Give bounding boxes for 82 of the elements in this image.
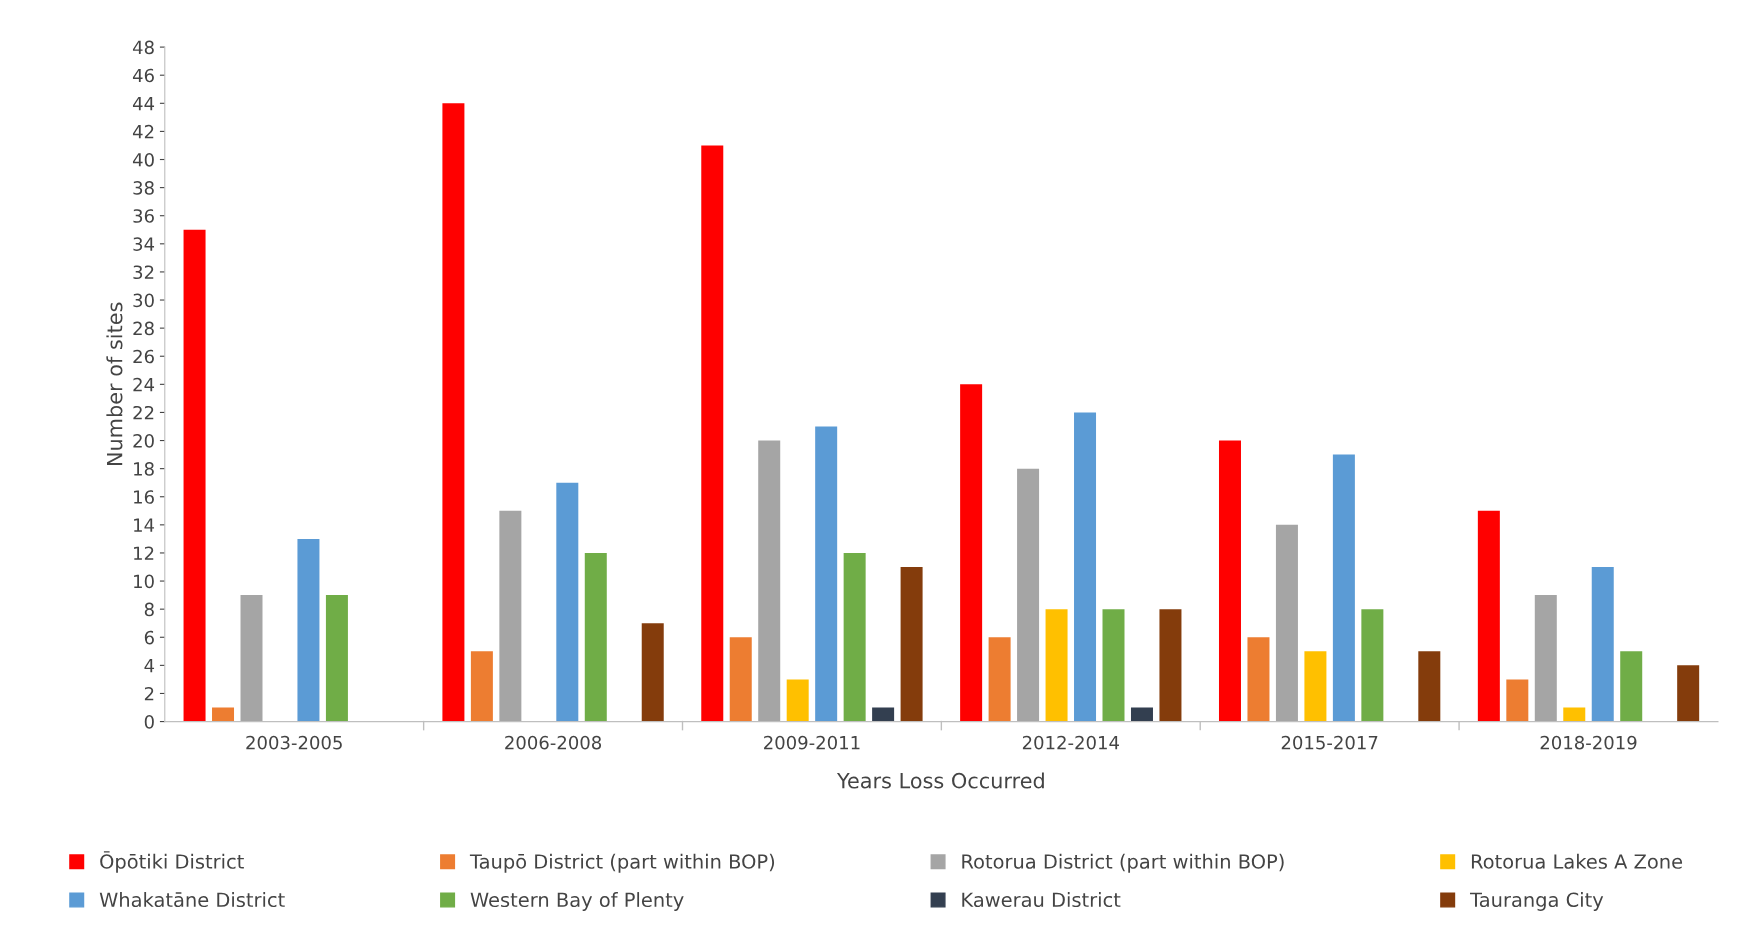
bar (1506, 679, 1529, 722)
bar (240, 595, 263, 722)
y-tick-label: 2 (144, 686, 154, 701)
bar (556, 482, 579, 722)
y-tick-label: 4 (144, 659, 155, 673)
bar (758, 440, 781, 722)
legend-label: Rotorua Lakes A Zone (1471, 853, 1683, 869)
y-tick-label: 38 (133, 181, 154, 195)
bar (1332, 454, 1355, 722)
bar (1677, 665, 1700, 722)
bar (729, 637, 752, 722)
y-tick-label: 28 (133, 321, 154, 336)
x-tick-label: 2012-2014 (1022, 735, 1119, 750)
bar (1017, 468, 1040, 722)
bar (786, 679, 809, 722)
x-tick-label: 2003-2005 (246, 735, 342, 750)
bar (584, 552, 607, 722)
y-tick-label: 0 (144, 715, 154, 729)
bar (1102, 609, 1125, 722)
legend-label: Ōpōtiki District (100, 851, 244, 873)
x-axis-title: Years Loss Occurred (836, 772, 1044, 789)
x-tick-label: 2009-2011 (764, 735, 860, 750)
bar (442, 103, 465, 722)
y-tick-label: 46 (132, 68, 154, 83)
bar (900, 567, 923, 722)
y-axis-title: Number of sites (106, 302, 123, 466)
y-tick-label: 32 (133, 265, 154, 280)
bar (1361, 609, 1384, 722)
bar (988, 637, 1011, 722)
y-tick-label: 6 (144, 630, 154, 645)
bar (297, 538, 320, 722)
y-tick-label: 12 (134, 546, 154, 560)
bar (470, 651, 493, 722)
y-tick-label: 40 (132, 152, 154, 167)
y-tick-label: 42 (132, 124, 154, 139)
bar (1130, 707, 1153, 722)
bar (183, 229, 206, 722)
bar (499, 510, 522, 722)
y-tick-label: 36 (133, 209, 154, 223)
bar (1591, 567, 1614, 722)
x-tick-label: 2015-2017 (1281, 735, 1378, 750)
bar (1620, 651, 1643, 722)
legend-label: Western Bay of Plenty (470, 892, 684, 911)
bar (701, 145, 724, 722)
bar (1074, 412, 1097, 722)
legend-label: Kawerau District (962, 892, 1121, 908)
y-tick-label: 18 (134, 462, 154, 476)
x-tick-label: 2018-2019 (1540, 735, 1637, 750)
y-tick-label: 8 (144, 602, 154, 617)
y-tick-label: 26 (133, 349, 154, 364)
x-tick-label: 2006-2008 (505, 735, 602, 750)
bar (1159, 609, 1182, 722)
bar (325, 595, 348, 722)
y-tick-label: 34 (133, 237, 155, 251)
bar (212, 707, 235, 722)
y-tick-label: 44 (132, 97, 155, 111)
legend-label: Whakatāne District (99, 892, 285, 908)
bar (641, 623, 664, 722)
bar (1045, 609, 1068, 722)
bar (1563, 707, 1586, 722)
bar (1304, 651, 1327, 722)
y-tick-label: 20 (133, 434, 154, 448)
legend-label: Taupō District (part within BOP) (469, 853, 775, 873)
bar (960, 384, 983, 722)
bar (1418, 651, 1441, 722)
y-tick-label: 22 (133, 405, 154, 420)
bar (1247, 637, 1270, 722)
y-tick-label: 24 (133, 377, 155, 392)
bar (1275, 524, 1298, 722)
y-tick-label: 30 (133, 293, 154, 308)
legend-label: Rotorua District (part within BOP) (962, 853, 1284, 873)
legend-label: Tauranga City (1469, 892, 1604, 911)
bar (815, 426, 838, 722)
bar (1218, 440, 1241, 722)
y-tick-label: 48 (132, 40, 154, 55)
y-tick-label: 10 (134, 574, 154, 589)
y-tick-label: 16 (134, 490, 154, 504)
y-tick-label: 14 (134, 518, 155, 532)
bar (1477, 510, 1500, 722)
bar (872, 707, 895, 722)
bar (843, 552, 866, 722)
bar (1534, 595, 1557, 722)
